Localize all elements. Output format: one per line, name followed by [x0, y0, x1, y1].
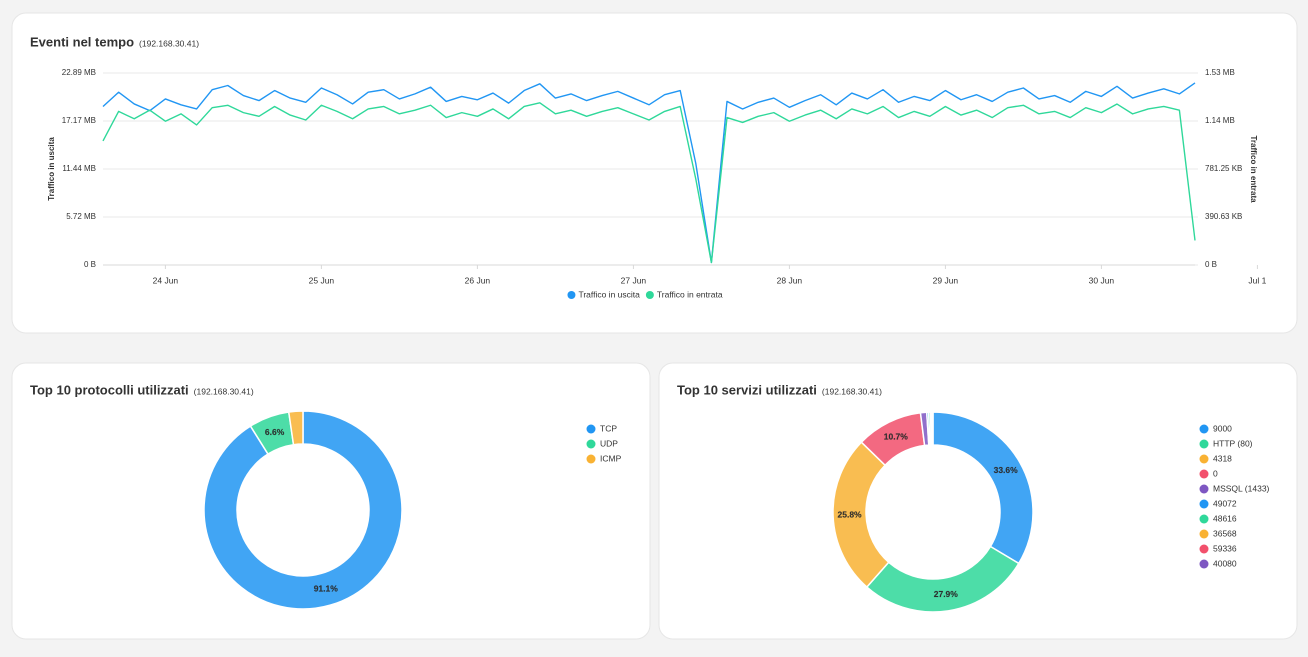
legend-swatch — [1199, 469, 1209, 479]
legend-item: Traffico in uscita — [567, 289, 640, 299]
y-tick-label: 17.17 MB — [62, 116, 96, 125]
legend-label: 4318 — [1213, 453, 1232, 463]
y2-tick-label: 1.53 MB — [1205, 68, 1235, 77]
x-tick-label: 24 Jun — [153, 275, 179, 285]
card — [658, 362, 1298, 640]
data-label: 27.9% — [934, 589, 959, 599]
legend-label: 0 — [1213, 468, 1218, 478]
legend-swatch — [1199, 454, 1209, 464]
legend-swatch — [1199, 559, 1209, 569]
legend-swatch — [1199, 544, 1209, 554]
legend-label: 48616 — [1213, 513, 1237, 523]
y-tick-label: 11.44 MB — [62, 164, 96, 173]
y2-tick-label: 390.63 KB — [1205, 212, 1242, 221]
legend-swatch — [1199, 424, 1209, 434]
donut-slice — [203, 410, 403, 610]
series-line — [102, 102, 1196, 264]
legend-label: Traffico in entrata — [657, 289, 723, 299]
line-chart: Eventi nel tempo (192.168.30.41) 0 B 5.72 M… — [30, 34, 1267, 299]
y2-tick-label: 1.14 MB — [1205, 116, 1235, 125]
card-title: Eventi nel tempo — [30, 34, 134, 49]
card-title: Top 10 protocolli utilizzati — [30, 382, 189, 397]
data-label: 6.6% — [265, 427, 285, 437]
card-subtitle: (192.168.30.41) — [822, 386, 882, 396]
donut-slice — [287, 410, 304, 446]
legend-swatch — [586, 424, 596, 434]
donut-slice — [932, 411, 1034, 565]
x-tick-label: 29 Jun — [933, 275, 959, 285]
legend-label: 40080 — [1213, 558, 1237, 568]
legend-item: Traffico in entrata — [645, 289, 723, 299]
legend-label: TCP — [600, 423, 617, 433]
y2-axis-label: Traffico in entrata — [1249, 135, 1258, 203]
legend-swatch — [1199, 499, 1209, 509]
legend-label: ICMP — [600, 453, 622, 463]
x-tick-label: 28 Jun — [777, 275, 803, 285]
donut-slice — [931, 411, 934, 446]
y-tick-label: 22.89 MB — [62, 68, 96, 77]
data-label: 25.8% — [838, 509, 863, 519]
legend-label: Traffico in uscita — [578, 289, 640, 299]
legend-label: 36568 — [1213, 528, 1237, 538]
y-axis-label: Traffico in uscita — [47, 137, 56, 201]
legend-swatch — [1199, 529, 1209, 539]
legend-swatch — [1199, 439, 1209, 449]
legend-swatch — [645, 291, 654, 299]
series-line — [102, 82, 1196, 264]
legend-label: 49072 — [1213, 498, 1237, 508]
y2-tick-label: 781.25 KB — [1205, 164, 1242, 173]
x-tick-label: 25 Jun — [309, 275, 335, 285]
x-tick-label: 26 Jun — [465, 275, 491, 285]
card-subtitle: (192.168.30.41) — [139, 38, 199, 48]
legend-label: 59336 — [1213, 543, 1237, 553]
y-tick-label: 5.72 MB — [66, 212, 96, 221]
legend-label: UDP — [600, 438, 618, 448]
donut-chart: Top 10 servizi utilizzati (192.168.30.41)… — [677, 382, 1270, 613]
card-subtitle: (192.168.30.41) — [194, 386, 254, 396]
data-label: 10.7% — [884, 431, 909, 441]
x-tick-label: Jul 1 — [1248, 275, 1266, 285]
legend-label: 9000 — [1213, 423, 1232, 433]
legend-label: HTTP (80) — [1213, 438, 1253, 448]
x-tick-label: 27 Jun — [621, 275, 647, 285]
legend-swatch — [567, 291, 576, 299]
data-label: 33.6% — [994, 465, 1019, 475]
x-tick-label: 30 Jun — [1089, 275, 1115, 285]
legend-swatch — [1199, 514, 1209, 524]
y-tick-label: 0 B — [84, 260, 96, 269]
card — [11, 362, 651, 640]
legend-swatch — [586, 439, 596, 449]
legend-swatch — [1199, 484, 1209, 494]
y2-tick-label: 0 B — [1205, 260, 1217, 269]
legend-label: MSSQL (1433) — [1213, 483, 1270, 493]
data-label: 91.1% — [314, 584, 339, 594]
card-title: Top 10 servizi utilizzati — [677, 382, 817, 397]
legend-swatch — [586, 454, 596, 464]
donut-chart: Top 10 protocolli utilizzati (192.168.30.… — [30, 382, 622, 610]
